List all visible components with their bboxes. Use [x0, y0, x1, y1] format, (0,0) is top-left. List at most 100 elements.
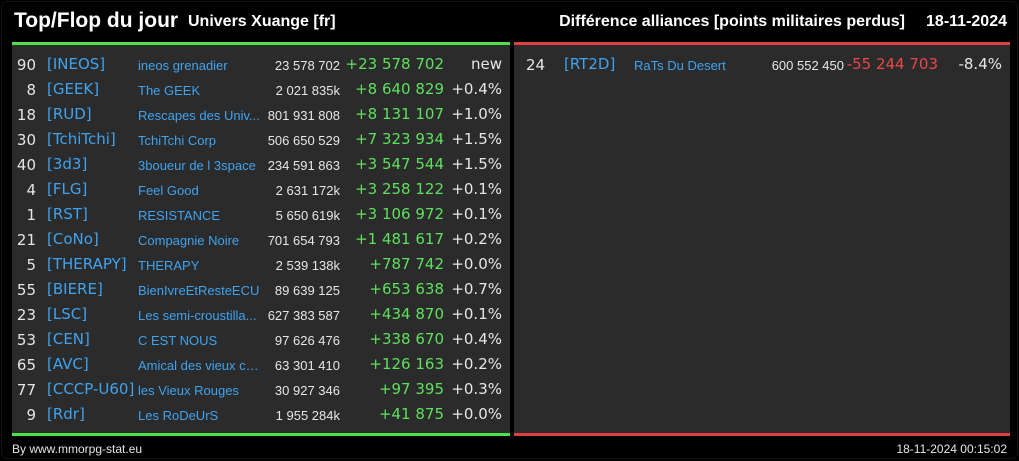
percent-change: +0.1% — [451, 305, 502, 323]
percent-change: +0.0% — [451, 405, 502, 423]
alliance-name[interactable]: The GEEK — [138, 83, 201, 98]
points-difference: +126 163 — [369, 355, 444, 373]
alliance-tag[interactable]: [TchiTchi] — [47, 130, 116, 148]
top-row: 77 [CCCP-U60] les Vieux Rouges 30 927 346 +9… — [12, 377, 510, 402]
alliance-points: 2 539 138k — [275, 258, 340, 273]
alliance-points: 1 955 284k — [275, 408, 340, 423]
alliance-tag[interactable]: [CEN] — [47, 330, 90, 348]
alliance-name[interactable]: 3boueur de l 3space — [138, 158, 256, 173]
alliance-points: 627 383 587 — [267, 308, 340, 323]
alliance-name[interactable]: Amical des vieux co... — [138, 358, 262, 373]
alliance-points: 801 931 808 — [267, 108, 340, 123]
alliance-name[interactable]: BienIvreEtResteECU — [138, 283, 260, 298]
top-row: 9 [Rdr] Les RoDeUrS 1 955 284k +41 875 +0.0% — [12, 402, 510, 427]
points-difference: -55 244 703 — [846, 55, 938, 73]
alliance-name[interactable]: C EST NOUS — [138, 333, 218, 348]
alliance-name[interactable]: RaTs Du Desert — [634, 58, 726, 73]
alliance-tag[interactable]: [AVC] — [47, 355, 89, 373]
flop-panel: 24 [RT2D] RaTs Du Desert 600 552 450 -55 244… — [514, 42, 1010, 436]
top-row: 8 [GEEK] The GEEK 2 021 835k +8 640 829 +0.4% — [12, 77, 510, 102]
points-difference: +3 547 544 — [355, 155, 444, 173]
alliance-rank: 18 — [16, 106, 36, 124]
percent-change: +1.5% — [451, 155, 502, 173]
top-panel: 90 [INEOS] ineos grenadier 23 578 702 +23 57… — [12, 42, 510, 436]
points-difference: +787 742 — [369, 255, 444, 273]
alliance-name[interactable]: Compagnie Noire — [138, 233, 240, 248]
points-difference: +8 640 829 — [355, 80, 444, 98]
points-difference: +653 638 — [369, 280, 444, 298]
alliance-rank: 4 — [26, 181, 36, 199]
alliance-points: 234 591 863 — [267, 158, 340, 173]
alliance-tag[interactable]: [Rdr] — [47, 405, 85, 423]
alliance-name[interactable]: les Vieux Rouges — [138, 383, 239, 398]
alliance-tag[interactable]: [INEOS] — [47, 55, 106, 73]
points-difference: +3 106 972 — [355, 205, 444, 223]
universe-label: Univers Xuange [fr] — [188, 13, 336, 30]
alliance-rank: 1 — [26, 206, 36, 224]
alliance-tag[interactable]: [RST] — [47, 205, 88, 223]
alliance-name[interactable]: Feel Good — [138, 183, 199, 198]
percent-change: +1.0% — [451, 105, 502, 123]
top-row: 55 [BIERE] BienIvreEtResteECU 89 639 125 +65… — [12, 277, 510, 302]
alliance-points: 701 654 793 — [267, 233, 340, 248]
points-difference: +8 131 107 — [355, 105, 444, 123]
alliance-name[interactable]: ineos grenadier — [138, 58, 228, 73]
alliance-points: 63 301 410 — [274, 358, 340, 373]
top-row: 21 [CoNo] Compagnie Noire 701 654 793 +1 481… — [12, 227, 510, 252]
alliance-name[interactable]: Rescapes des Univ... — [138, 108, 260, 123]
alliance-tag[interactable]: [FLG] — [47, 180, 88, 198]
alliance-points: 5 650 619k — [275, 208, 340, 223]
alliance-points: 89 639 125 — [274, 283, 340, 298]
alliance-rank: 9 — [26, 406, 36, 424]
flop-row: 24 [RT2D] RaTs Du Desert 600 552 450 -55 244… — [514, 52, 1010, 77]
footer: By www.mmorpg-stat.eu 18-11-2024 00:15:0… — [2, 440, 1017, 458]
points-difference: +1 481 617 — [355, 230, 444, 248]
alliance-tag[interactable]: [3d3] — [47, 155, 88, 173]
alliance-name[interactable]: Les RoDeUrS — [138, 408, 219, 423]
top-row: 1 [RST] RESISTANCE 5 650 619k +3 106 972 +0.1… — [12, 202, 510, 227]
top-row: 53 [CEN] C EST NOUS 97 626 476 +338 670 +0.4% — [12, 327, 510, 352]
alliance-points: 2 631 172k — [275, 183, 340, 198]
percent-change: -8.4% — [958, 55, 1002, 73]
header: Top/Flop du jour Univers Xuange [fr] Dif… — [2, 2, 1017, 40]
alliance-rank: 65 — [16, 356, 36, 374]
alliance-tag[interactable]: [BIERE] — [47, 280, 103, 298]
top-row: 23 [LSC] Les semi-croustilla... 627 383 587… — [12, 302, 510, 327]
page-title: Top/Flop du jour — [14, 9, 179, 32]
alliance-points: 23 578 702 — [274, 58, 340, 73]
alliance-rank: 23 — [16, 306, 36, 324]
alliance-rank: 24 — [526, 56, 546, 74]
alliance-rank: 5 — [26, 256, 36, 274]
alliance-name[interactable]: Les semi-croustilla... — [138, 308, 257, 323]
alliance-tag[interactable]: [RT2D] — [564, 55, 616, 73]
percent-change: new — [470, 55, 502, 73]
percent-change: +0.1% — [451, 205, 502, 223]
top-row: 30 [TchiTchi] TchiTchi Corp 506 650 529 +7 3… — [12, 127, 510, 152]
alliance-rank: 30 — [16, 131, 36, 149]
alliance-points: 2 021 835k — [275, 83, 340, 98]
alliance-tag[interactable]: [RUD] — [47, 105, 92, 123]
top-row: 18 [RUD] Rescapes des Univ... 801 931 808 +8… — [12, 102, 510, 127]
points-difference: +23 578 702 — [345, 55, 444, 73]
alliance-name[interactable]: TchiTchi Corp — [138, 133, 217, 148]
points-difference: +41 875 — [378, 405, 444, 423]
top-row: 90 [INEOS] ineos grenadier 23 578 702 +23 57… — [12, 52, 510, 77]
alliance-tag[interactable]: [CCCP-U60] — [47, 380, 135, 398]
percent-change: +0.0% — [451, 255, 502, 273]
alliance-name[interactable]: RESISTANCE — [138, 208, 221, 223]
alliance-tag[interactable]: [THERAPY] — [47, 255, 127, 273]
top-row: 5 [THERAPY] THERAPY 2 539 138k +787 742 +0.0% — [12, 252, 510, 277]
footer-source: By www.mmorpg-stat.eu — [12, 442, 143, 456]
footer-timestamp: 18-11-2024 00:15:02 — [896, 442, 1007, 456]
top-row: 40 [3d3] 3boueur de l 3space 234 591 863 +3 … — [12, 152, 510, 177]
alliance-tag[interactable]: [GEEK] — [47, 80, 100, 98]
alliance-rank: 77 — [16, 381, 36, 399]
alliance-rank: 53 — [16, 331, 36, 349]
alliance-tag[interactable]: [CoNo] — [47, 230, 99, 248]
percent-change: +1.5% — [451, 130, 502, 148]
percent-change: +0.4% — [451, 80, 502, 98]
alliance-name[interactable]: THERAPY — [138, 258, 200, 273]
points-difference: +434 870 — [369, 305, 444, 323]
alliance-tag[interactable]: [LSC] — [47, 305, 88, 323]
alliance-rank: 40 — [16, 156, 36, 174]
